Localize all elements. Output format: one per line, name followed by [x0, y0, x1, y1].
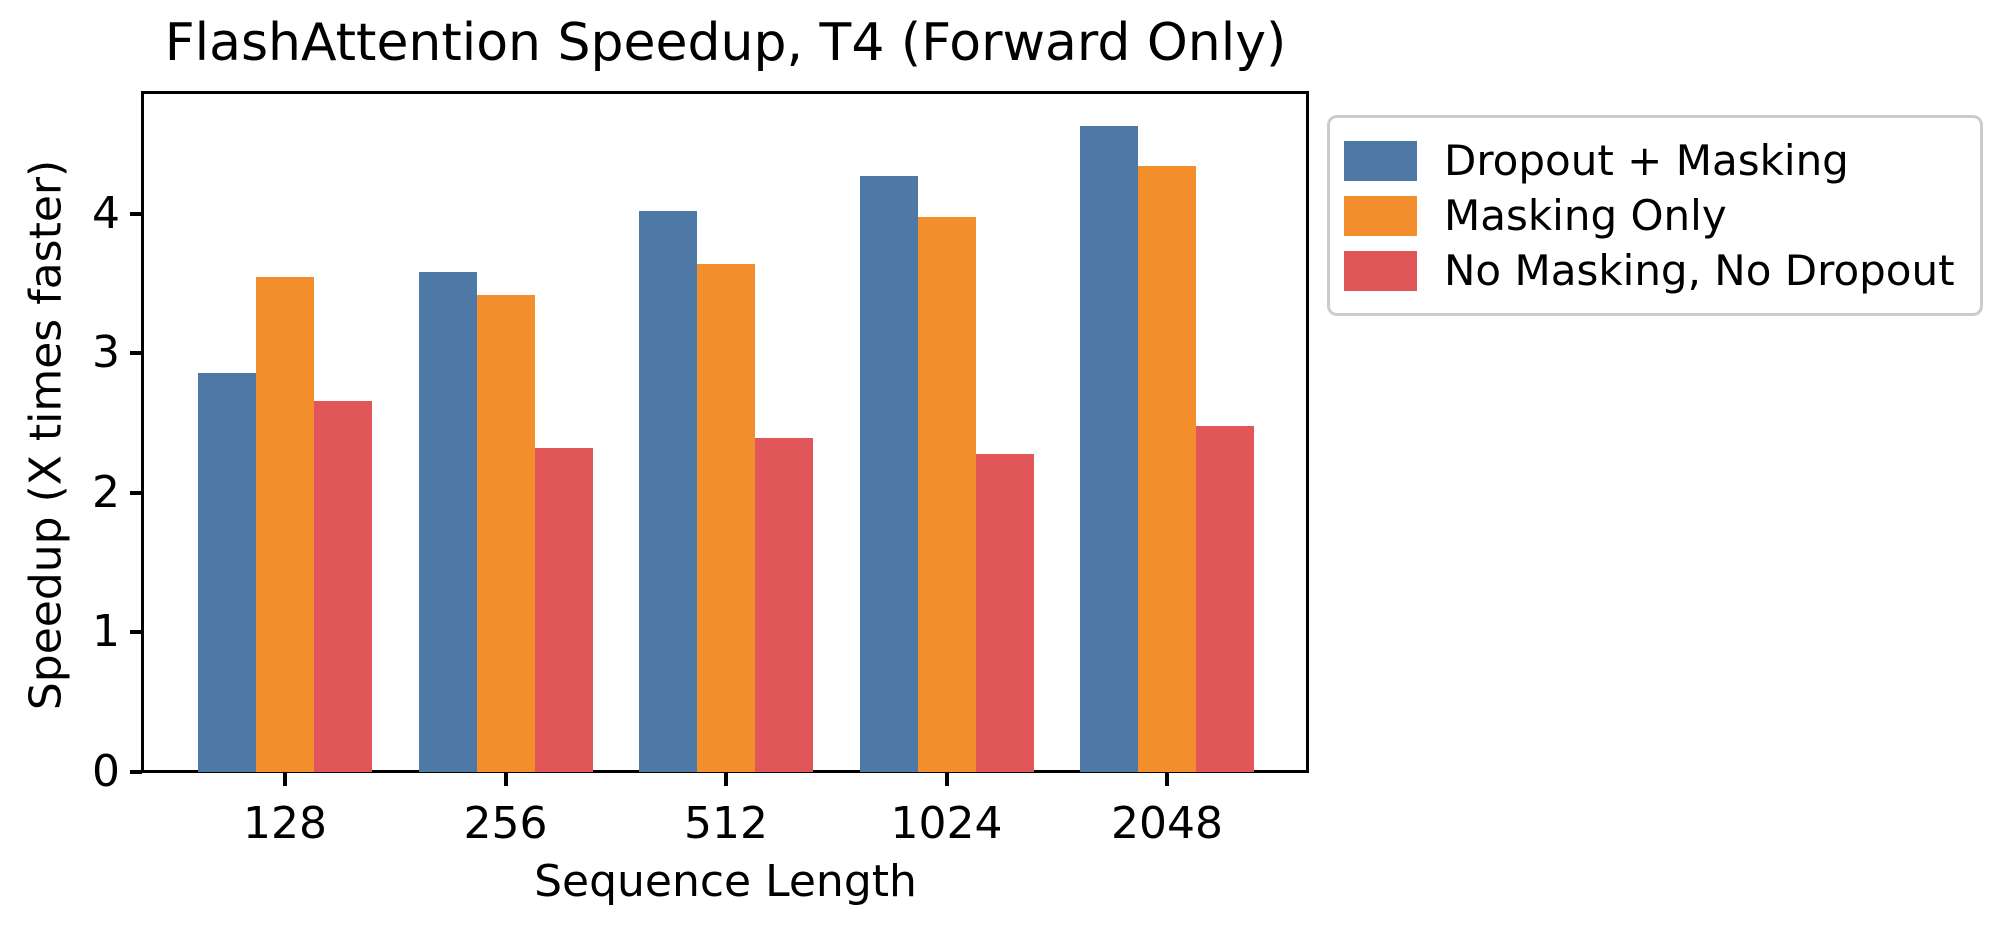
axis-spine-left [141, 91, 144, 773]
x-tick-label-128: 128 [243, 798, 327, 849]
bar-series2-256 [534, 448, 593, 772]
bar-series1-1024 [917, 216, 976, 772]
legend-label: No Masking, No Dropout [1444, 245, 1955, 295]
bar-series2-1024 [975, 453, 1034, 772]
bar-series1-512 [697, 263, 755, 772]
x-tick-mark-2048 [1165, 773, 1169, 786]
bar-series0-1024 [859, 176, 918, 772]
legend-label: Dropout + Masking [1444, 135, 1849, 185]
legend-item-0: Dropout + Masking [1344, 133, 1970, 188]
y-tick-mark-4 [130, 211, 142, 216]
x-tick-label-1024: 1024 [890, 798, 1003, 849]
legend-swatch-icon [1344, 140, 1417, 181]
x-tick-mark-128 [283, 773, 287, 786]
y-tick-mark-0 [130, 770, 142, 774]
y-tick-label-4: 4 [92, 187, 120, 239]
x-tick-label-256: 256 [463, 798, 548, 849]
x-tick-label-512: 512 [684, 798, 768, 849]
y-tick-label-2: 2 [92, 466, 120, 518]
x-tick-mark-512 [724, 773, 728, 786]
bar-series1-256 [476, 294, 535, 772]
chart-title: FlashAttention Speedup, T4 (Forward Only… [164, 13, 1287, 73]
bar-series0-512 [639, 210, 697, 772]
plot-area [143, 93, 1308, 772]
x-tick-label-2048: 2048 [1111, 798, 1223, 849]
axis-spine-right [1306, 91, 1309, 773]
bar-series0-2048 [1080, 125, 1138, 772]
y-tick-label-1: 1 [92, 606, 120, 658]
y-tick-mark-1 [130, 630, 142, 635]
axis-spine-top [141, 91, 1309, 94]
bar-series1-2048 [1138, 166, 1196, 772]
bar-series0-128 [198, 372, 256, 772]
legend-swatch-icon [1344, 195, 1417, 236]
y-tick-mark-3 [130, 351, 142, 356]
y-tick-mark-2 [130, 490, 142, 495]
y-tick-label-0: 0 [92, 746, 120, 797]
bar-series1-128 [256, 276, 314, 772]
y-tick-label-3: 3 [92, 327, 120, 379]
legend-label: Masking Only [1444, 190, 1727, 240]
x-tick-mark-1024 [944, 773, 949, 786]
legend-item-1: Masking Only [1344, 188, 1970, 243]
bar-series0-256 [418, 272, 477, 772]
x-axis-label: Sequence Length [534, 856, 917, 907]
bar-series2-128 [314, 400, 372, 772]
bar-series2-512 [755, 438, 813, 772]
legend-swatch-icon [1344, 250, 1417, 291]
x-tick-mark-256 [503, 773, 508, 786]
legend-item-2: No Masking, No Dropout [1344, 243, 1970, 298]
legend-box: Dropout + Masking Masking Only No Masking,… [1327, 115, 1983, 316]
bar-series2-2048 [1196, 425, 1254, 772]
